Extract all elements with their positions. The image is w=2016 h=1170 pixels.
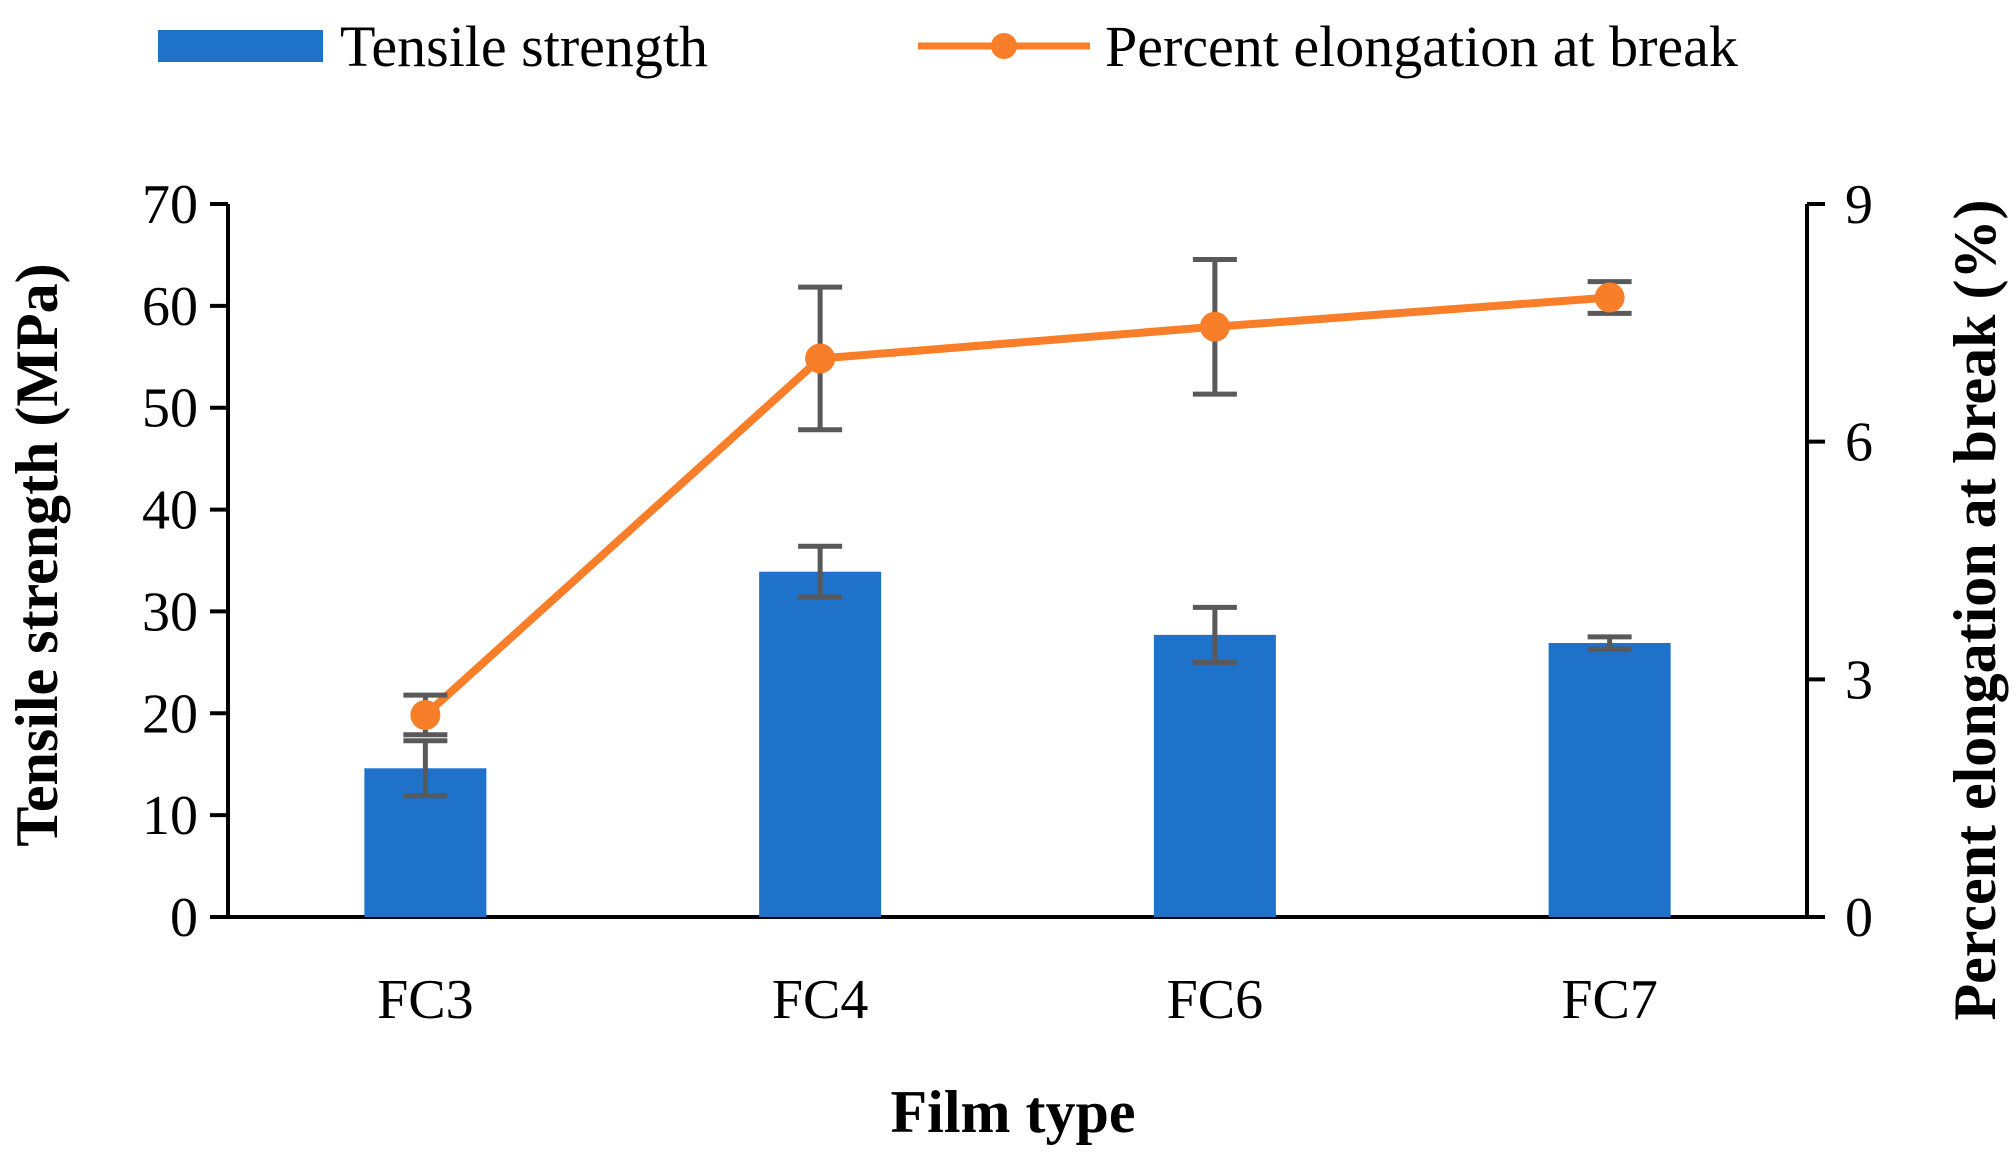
left-tick-label: 50 bbox=[142, 378, 198, 440]
x-axis-title: Film type bbox=[891, 1079, 1136, 1145]
elongation-line bbox=[422, 293, 1610, 718]
left-tick-label: 40 bbox=[142, 480, 198, 542]
legend-line-marker bbox=[991, 33, 1017, 59]
x-tick-label-fc3: FC3 bbox=[377, 969, 474, 1031]
bar-fc6 bbox=[1153, 634, 1276, 917]
bar-fc7 bbox=[1548, 643, 1671, 917]
legend-bar-swatch bbox=[158, 30, 323, 62]
left-axis-title: Tensile strength (MPa) bbox=[4, 263, 70, 846]
left-tick-label: 60 bbox=[142, 276, 198, 338]
marker-fc6 bbox=[1199, 311, 1230, 342]
bar-error-fc7 bbox=[1587, 634, 1632, 652]
left-tick-label: 20 bbox=[142, 683, 198, 745]
legend-label-elongation: Percent elongation at break bbox=[1105, 14, 1738, 79]
right-axis-title: Percent elongation at break (%) bbox=[1942, 200, 2008, 1021]
elongation-markers bbox=[410, 282, 1625, 730]
bar-error-fc4 bbox=[798, 543, 843, 600]
line-error-bars bbox=[403, 256, 1632, 738]
legend: Tensile strength Percent elongation at b… bbox=[158, 14, 1738, 79]
marker-fc7 bbox=[1594, 282, 1625, 313]
right-tick-label: 6 bbox=[1845, 412, 1873, 474]
left-tick-label: 10 bbox=[142, 785, 198, 847]
bar-error-fc3 bbox=[403, 738, 448, 799]
bars bbox=[364, 571, 1671, 917]
x-tick-label-fc7: FC7 bbox=[1561, 969, 1658, 1031]
left-tick-label: 0 bbox=[170, 887, 198, 949]
right-tick-label: 3 bbox=[1845, 649, 1873, 711]
bar-error-bars bbox=[403, 543, 1632, 799]
elongation-line-series bbox=[422, 293, 1610, 718]
bar-fc4 bbox=[759, 571, 882, 917]
right-tick-label: 9 bbox=[1845, 174, 1873, 236]
left-tick-label: 70 bbox=[142, 174, 198, 236]
x-tick-label-fc4: FC4 bbox=[772, 969, 869, 1031]
bar-error-fc6 bbox=[1192, 604, 1237, 665]
legend-label-tensile-strength: Tensile strength bbox=[340, 14, 708, 79]
right-tick-label: 0 bbox=[1845, 887, 1873, 949]
axes bbox=[210, 202, 1825, 919]
left-tick-label: 30 bbox=[142, 581, 198, 643]
marker-fc3 bbox=[410, 699, 441, 730]
x-tick-label-fc6: FC6 bbox=[1167, 969, 1264, 1031]
marker-fc4 bbox=[805, 343, 836, 374]
tick-labels: 0 10 20 30 40 50 60 70 0 3 6 9 FC3 FC4 FC6 FC7 bbox=[142, 174, 1873, 1031]
